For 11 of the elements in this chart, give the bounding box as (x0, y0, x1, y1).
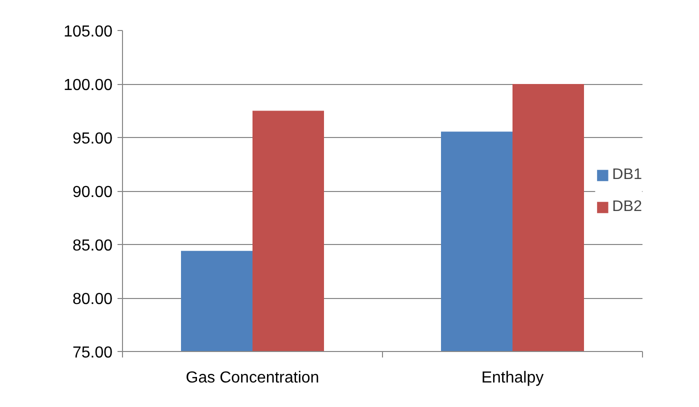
x-tick-label: Enthalpy (481, 370, 544, 386)
legend-label: DB2 (612, 198, 642, 216)
y-tick-label: 85.00 (72, 238, 113, 254)
y-tick-label: 75.00 (72, 344, 113, 362)
x-tick-label: Gas Concentration (186, 370, 320, 386)
y-tick-label: 80.00 (72, 291, 113, 308)
y-tick-label: 90.00 (72, 184, 113, 201)
legend-label: DB1 (612, 166, 642, 184)
y-tick-label: 100.00 (64, 77, 113, 94)
y-tick-label: 105.00 (64, 24, 113, 40)
y-tick-label: 95.00 (72, 130, 113, 148)
